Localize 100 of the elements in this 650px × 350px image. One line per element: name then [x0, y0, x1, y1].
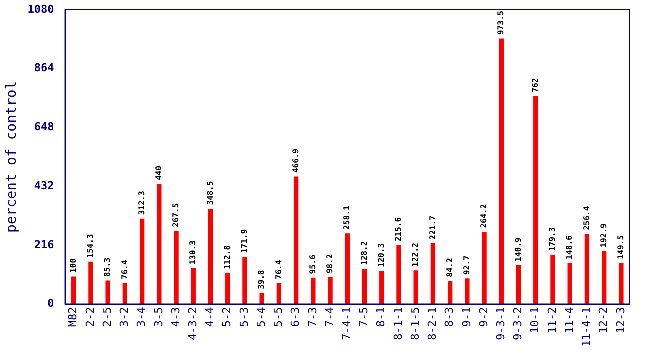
bar: [499, 38, 504, 304]
bar: [191, 268, 196, 304]
data-label: 312.3: [137, 190, 146, 216]
x-tick-label: 4-3: [169, 307, 182, 328]
bar: [550, 255, 556, 304]
bar: [328, 277, 333, 304]
data-label: 112.8: [222, 245, 232, 270]
y-tick-label: 864: [34, 62, 55, 75]
bar: [208, 208, 214, 304]
bar: [465, 278, 470, 304]
y-tick-label: 0: [48, 297, 54, 310]
x-tick-label: 11-4-1: [580, 307, 594, 348]
x-tick-label: 2-2: [84, 307, 97, 328]
x-tick-label: 5-4: [254, 306, 268, 328]
data-label: 140.9: [514, 238, 523, 262]
data-label: 98.2: [326, 254, 335, 274]
data-label: 76.4: [120, 260, 130, 280]
bar: [602, 251, 607, 304]
x-tick-label: 12-3: [614, 307, 628, 334]
x-tick-label: 7-4-1: [340, 307, 354, 340]
x-tick-label: 9-1: [460, 307, 474, 328]
x-tick-label: 8-1: [374, 307, 388, 328]
data-label: 258.1: [342, 206, 352, 230]
x-tick-label: M82: [66, 307, 80, 328]
bar: [157, 184, 162, 304]
bar: [448, 280, 453, 304]
x-tick-label: 5-5: [272, 307, 286, 328]
data-label: 100: [68, 258, 78, 274]
data-label: 122.2: [411, 242, 420, 267]
bar: [88, 262, 94, 304]
data-label: 171.9: [240, 229, 250, 254]
bar: [568, 263, 572, 304]
data-label: 149.5: [616, 235, 626, 260]
x-tick-label: 8-3: [443, 307, 456, 328]
bar: [584, 234, 590, 304]
bar: [414, 270, 418, 304]
bar: [345, 234, 350, 304]
data-label: 466.9: [291, 148, 300, 174]
x-tick-label: 11-2: [546, 307, 559, 334]
x-tick-label: 3-2: [118, 307, 132, 328]
bar: [260, 293, 264, 304]
x-tick-label: 5-2: [220, 307, 234, 328]
x-tick-label: 3-5: [152, 307, 166, 328]
data-label: 130.3: [188, 240, 198, 265]
x-tick-label: 7-3: [306, 307, 320, 328]
x-tick-label: 5-3: [238, 307, 251, 328]
data-label: 192.9: [599, 223, 608, 248]
x-tick-label: 4-4: [204, 306, 217, 328]
bar: [534, 96, 538, 304]
x-tick-label: 8-1-5: [408, 307, 422, 340]
data-label: 215.6: [394, 217, 404, 242]
x-tick-label: 8-2-1: [426, 307, 440, 340]
x-tick-label: 3-4: [135, 306, 148, 328]
data-label: 95.6: [308, 254, 318, 274]
bar: [396, 245, 402, 304]
data-label: 267.5: [172, 203, 181, 228]
y-axis-title: percent of control: [4, 81, 20, 233]
x-tick-label: 7-4: [323, 306, 336, 328]
data-label: 264.2: [480, 204, 489, 228]
data-label: 256.4: [582, 206, 592, 230]
x-tick-label: 9-2: [477, 307, 490, 328]
data-label: 84.2: [445, 258, 454, 278]
y-tick-label: 432: [34, 179, 54, 192]
data-label: 92.7: [462, 256, 472, 276]
data-label: 973.5: [496, 10, 506, 36]
bar: [380, 271, 384, 304]
x-tick-label: 11-4: [562, 306, 576, 334]
bar: [619, 263, 624, 304]
y-tick-label: 648: [34, 120, 54, 134]
data-label: 179.3: [548, 227, 558, 252]
y-tick-label: 216: [34, 238, 55, 252]
data-label: 128.2: [360, 241, 369, 266]
bar: [294, 176, 299, 304]
bar: [516, 266, 522, 304]
y-tick-label: 1080: [28, 2, 54, 16]
data-label: 76.4: [274, 260, 284, 280]
x-tick-label: 2-5: [100, 307, 114, 328]
x-tick-label: 6-3: [289, 307, 302, 328]
x-tick-label: 8-1-1: [392, 307, 405, 340]
data-label: 85.3: [103, 258, 112, 278]
bar: [72, 276, 76, 304]
data-label: 154.3: [86, 234, 96, 258]
x-tick-label: 9-3-2: [512, 307, 525, 340]
bar: [311, 278, 316, 304]
data-label: 440: [154, 166, 164, 180]
data-label: 120.3: [376, 243, 386, 268]
data-label: 221.7: [428, 216, 438, 240]
x-tick-label: 12-2: [597, 307, 610, 334]
data-label: 762: [530, 78, 540, 93]
bar: [362, 269, 368, 304]
bar: [140, 218, 145, 304]
bar: [106, 280, 110, 304]
bar: [242, 257, 248, 304]
data-label: 39.8: [257, 270, 266, 290]
x-tick-label: 9-3-1: [494, 307, 508, 340]
bar: [174, 231, 179, 304]
bar: [482, 232, 487, 304]
data-label: 148.6: [565, 236, 574, 260]
data-label: 348.5: [206, 181, 215, 206]
bar: [122, 283, 128, 304]
